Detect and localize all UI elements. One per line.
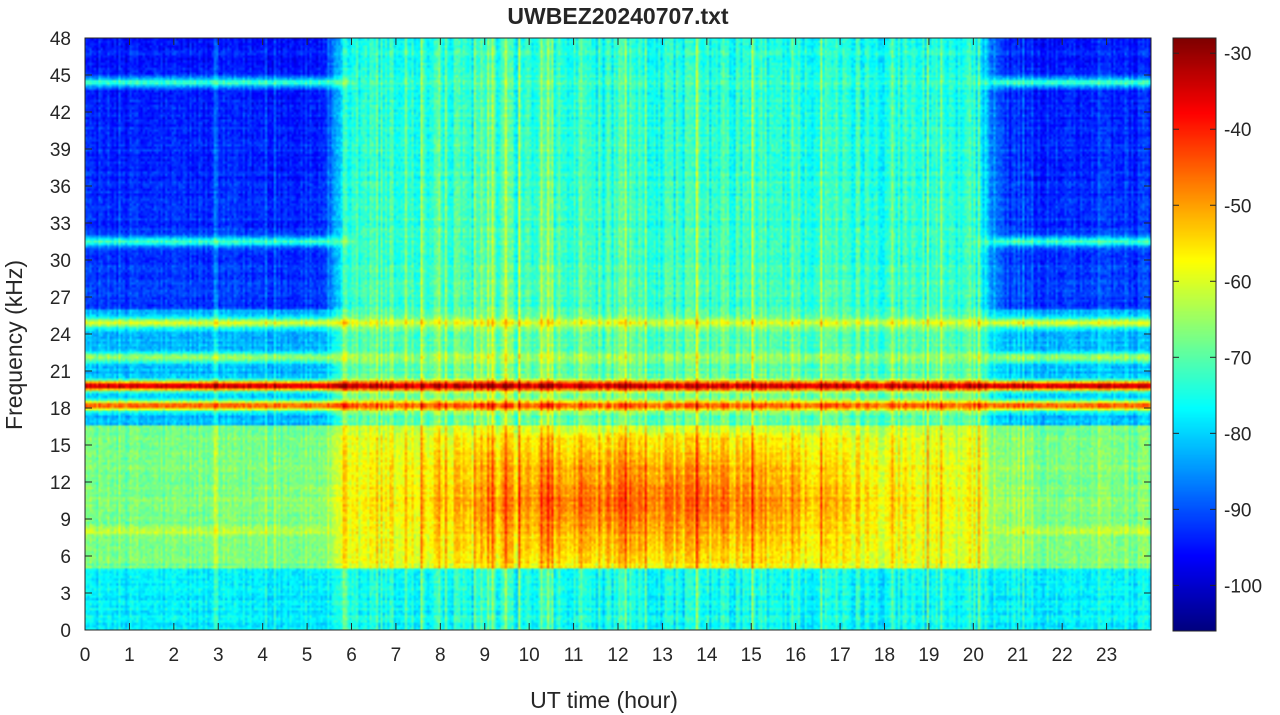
colorbar-tick-label: -30 <box>1224 44 1251 65</box>
spectrogram-heatmap <box>85 38 1151 630</box>
x-tick-label: 5 <box>302 645 313 666</box>
y-tick-label: 33 <box>50 214 71 235</box>
x-tick-label: 8 <box>435 645 446 666</box>
y-tick-label: 39 <box>50 140 71 161</box>
x-tick-label: 15 <box>741 645 762 666</box>
x-tick-label: 2 <box>169 645 180 666</box>
y-tick-label: 9 <box>60 510 71 531</box>
y-tick-label: 12 <box>50 473 71 494</box>
colorbar-axis: -30 -40 -50 -60 -70 -80 -90 -100 <box>1173 44 1262 597</box>
colorbar <box>1173 38 1216 631</box>
x-tick-label: 6 <box>346 645 357 666</box>
colorbar-tick-label: -60 <box>1224 272 1251 293</box>
x-tick-label: 10 <box>519 645 540 666</box>
y-tick-label: 48 <box>50 29 71 50</box>
y-tick-label: 6 <box>60 547 71 568</box>
colorbar-tick-label: -40 <box>1224 120 1251 141</box>
x-tick-label: 13 <box>652 645 673 666</box>
colorbar-frame <box>1172 37 1217 632</box>
x-tick-label: 9 <box>479 645 490 666</box>
colorbar-tick-label: -50 <box>1224 196 1251 217</box>
y-axis-label: Frequency (kHz) <box>1 260 27 430</box>
x-tick-label: 16 <box>785 645 806 666</box>
colorbar-tick-label: -100 <box>1224 576 1262 597</box>
y-tick-label: 24 <box>50 325 72 346</box>
y-tick-label: 45 <box>50 66 71 87</box>
x-tick-label: 1 <box>124 645 135 666</box>
y-tick-label: 21 <box>50 362 71 383</box>
x-tick-label: 12 <box>607 645 628 666</box>
x-tick-label: 21 <box>1007 645 1028 666</box>
x-tick-label: 18 <box>874 645 895 666</box>
y-tick-label: 18 <box>50 399 71 420</box>
y-tick-label: 30 <box>50 251 71 272</box>
x-tick-label: 14 <box>696 645 718 666</box>
x-tick-label: 22 <box>1052 645 1073 666</box>
y-tick-label: 36 <box>50 177 71 198</box>
y-tick-label: 42 <box>50 103 71 124</box>
x-tick-label: 7 <box>391 645 402 666</box>
y-tick-label: 3 <box>60 584 71 605</box>
y-tick-label: 0 <box>60 621 71 642</box>
x-tick-label: 3 <box>213 645 224 666</box>
chart-title: UWBEZ20240707.txt <box>507 3 728 29</box>
colorbar-tick-label: -90 <box>1224 500 1251 521</box>
x-tick-label: 4 <box>257 645 268 666</box>
colorbar-tick-label: -80 <box>1224 424 1251 445</box>
colorbar-tick-label: -70 <box>1224 348 1251 369</box>
x-tick-label: 23 <box>1096 645 1117 666</box>
y-tick-label: 15 <box>50 436 71 457</box>
x-tick-label: 0 <box>80 645 91 666</box>
y-tick-label: 27 <box>50 288 71 309</box>
x-tick-label: 17 <box>830 645 851 666</box>
x-tick-label: 20 <box>963 645 984 666</box>
x-axis-label: UT time (hour) <box>530 687 678 713</box>
x-tick-label: 19 <box>918 645 939 666</box>
x-axis: 0 1 2 3 4 5 6 7 8 9 10 11 12 13 14 15 16 17 18 19 20 21 22 23 <box>80 38 1117 666</box>
x-tick-label: 11 <box>564 645 584 666</box>
